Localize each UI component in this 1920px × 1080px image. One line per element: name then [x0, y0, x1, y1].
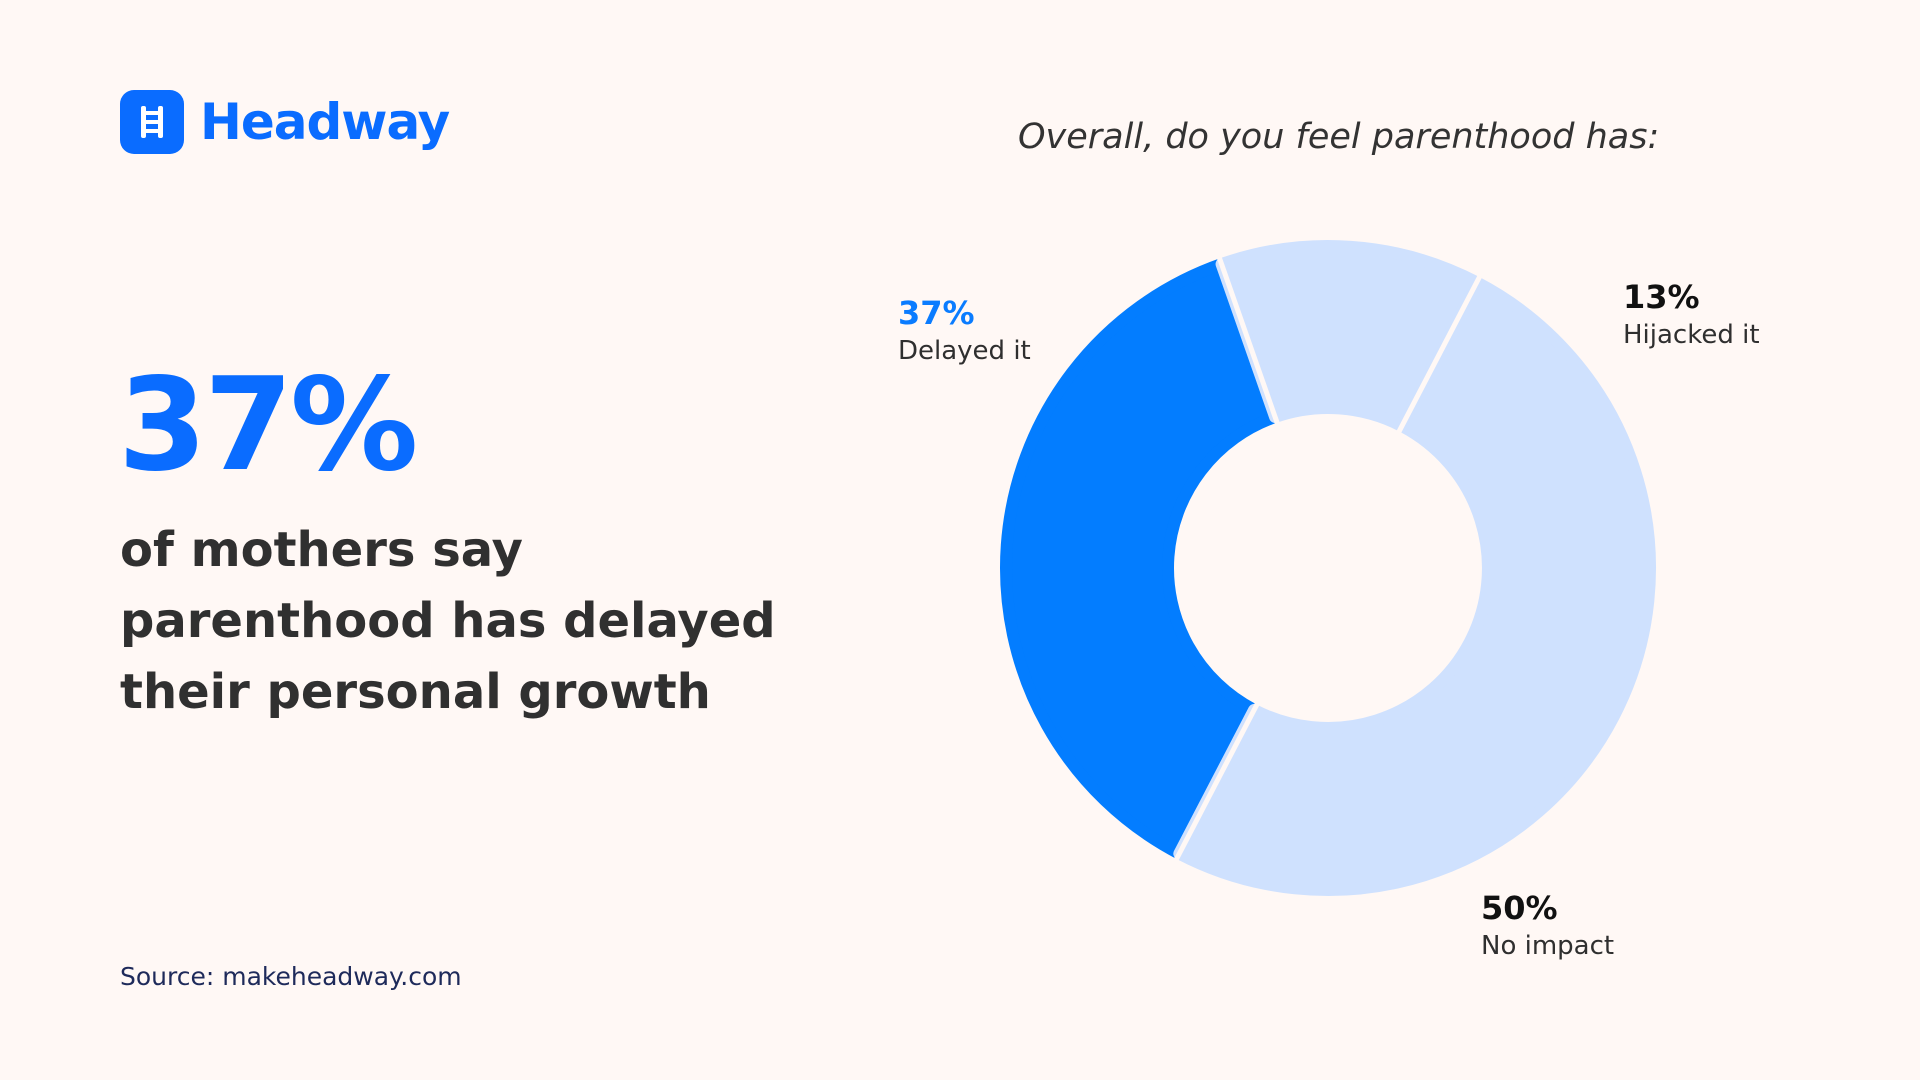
- slice-label-delayed: 37% Delayed it: [898, 293, 1031, 369]
- slice-value: 13%: [1623, 278, 1700, 316]
- donut-slice-hijacked-it: [1215, 240, 1483, 433]
- headline-line: parenthood has delayed: [120, 593, 776, 649]
- brand-logo: Headway: [120, 90, 450, 154]
- headline-line: their personal growth: [120, 664, 711, 720]
- ladder-icon: [120, 90, 184, 154]
- slice-label-no-impact: 50% No impact: [1481, 888, 1614, 964]
- slice-name: No impact: [1481, 931, 1615, 961]
- donut-slice-no-impact: [1179, 282, 1650, 890]
- slice-value: 50%: [1481, 889, 1558, 927]
- source-note: Source: makeheadway.com: [120, 962, 462, 991]
- slice-name: Hijacked it: [1623, 320, 1760, 350]
- headline-stat: 37%: [118, 351, 418, 500]
- headline-text: of mothers say parenthood has delayed th…: [120, 515, 820, 728]
- slice-gap: [1167, 691, 1266, 873]
- headline-line: of mothers say: [120, 522, 523, 578]
- slice-label-hijacked: 13% Hijacked it: [1623, 277, 1760, 353]
- chart-title: Overall, do you feel parenthood has:: [1018, 117, 1660, 157]
- slice-value: 37%: [898, 294, 975, 332]
- slice-gap: [1212, 244, 1285, 437]
- donut-slice-delayed-it: [1000, 258, 1282, 860]
- slice-gap: [1390, 263, 1489, 445]
- brand-name: Headway: [200, 93, 450, 151]
- slice-name: Delayed it: [898, 336, 1031, 366]
